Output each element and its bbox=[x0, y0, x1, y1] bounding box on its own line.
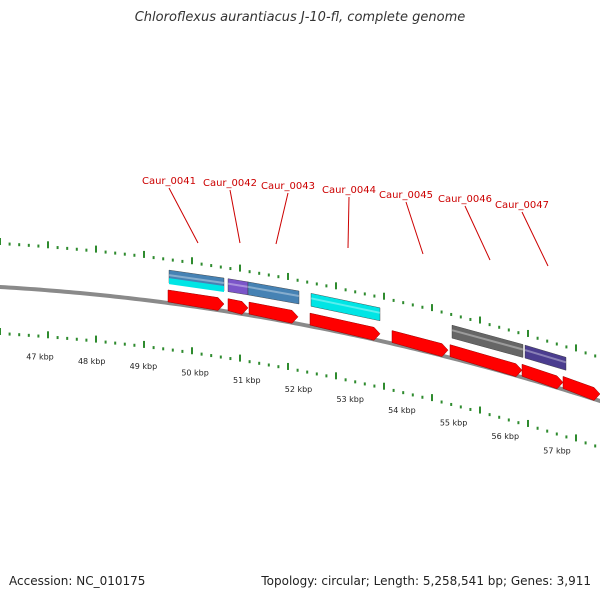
feature-highlight bbox=[310, 297, 381, 314]
cds-arrow bbox=[227, 298, 249, 315]
kbp-label: 56 kbp bbox=[492, 432, 520, 441]
genome-summary-text: Topology: circular; Length: 5,258,541 bp… bbox=[261, 574, 591, 588]
gene-callout-line bbox=[405, 201, 424, 255]
cds-arrow bbox=[309, 312, 381, 341]
cds-track bbox=[167, 289, 600, 401]
cyan-feature-block bbox=[169, 278, 224, 293]
kbp-label: 48 kbp bbox=[78, 357, 106, 366]
cds-arrow bbox=[248, 301, 299, 324]
indigo-feature-block bbox=[524, 344, 567, 371]
gene-callout-line bbox=[275, 192, 289, 245]
cds-arrow bbox=[167, 289, 225, 311]
gene-label: Caur_0041 bbox=[142, 176, 196, 187]
map-title: Chloroflexus aurantiacus J-10-fl, comple… bbox=[134, 10, 466, 25]
feature-highlight bbox=[247, 285, 300, 297]
feature-track bbox=[168, 269, 567, 371]
inner-tick-ring bbox=[0, 328, 597, 448]
feature-highlight bbox=[168, 274, 225, 285]
feature-highlight bbox=[451, 329, 524, 351]
gene-callout-line bbox=[464, 205, 491, 261]
kbp-label: 52 kbp bbox=[285, 385, 313, 394]
cds-arrow bbox=[521, 363, 564, 390]
cds-arrow bbox=[391, 330, 449, 357]
kbp-label: 51 kbp bbox=[233, 376, 261, 385]
gene-callout-line bbox=[229, 189, 241, 244]
gene-label: Caur_0042 bbox=[203, 178, 257, 189]
kbp-label: 53 kbp bbox=[336, 395, 364, 404]
gene-callout-line bbox=[168, 187, 199, 244]
kbp-label: 55 kbp bbox=[440, 418, 468, 427]
gene-callout-line bbox=[347, 196, 350, 249]
gene-label-layer: Caur_0041 Caur_0042 Caur_0043 Caur_0044 Caur… bbox=[142, 176, 549, 267]
kbp-label: 54 kbp bbox=[388, 406, 416, 415]
gray-feature-block bbox=[451, 324, 524, 358]
gene-label: Caur_0045 bbox=[379, 190, 433, 201]
accession-text: Accession: NC_010175 bbox=[9, 574, 146, 588]
feature-highlight bbox=[227, 282, 249, 288]
gene-label: Caur_0044 bbox=[322, 185, 376, 196]
kbp-label: 47 kbp bbox=[26, 353, 54, 362]
gene-label: Caur_0043 bbox=[261, 181, 315, 192]
gene-label: Caur_0047 bbox=[495, 200, 549, 211]
cds-arrow bbox=[449, 344, 523, 378]
gene-label: Caur_0046 bbox=[438, 194, 492, 205]
kbp-label: 50 kbp bbox=[181, 368, 209, 377]
kbp-label: 57 kbp bbox=[543, 447, 571, 456]
gene-callout-line bbox=[521, 211, 549, 267]
kbp-label: 49 kbp bbox=[130, 362, 158, 371]
steelblue-feature-block bbox=[247, 281, 300, 305]
kbp-label-layer: 47 kbp 48 kbp 49 kbp 50 kbp 51 kbp 52 kbp 53 k… bbox=[26, 353, 571, 456]
cds-arrow bbox=[562, 376, 600, 401]
feature-highlight bbox=[524, 349, 567, 364]
cyan-feature-block bbox=[310, 293, 381, 322]
outer-tick-ring bbox=[0, 238, 597, 358]
